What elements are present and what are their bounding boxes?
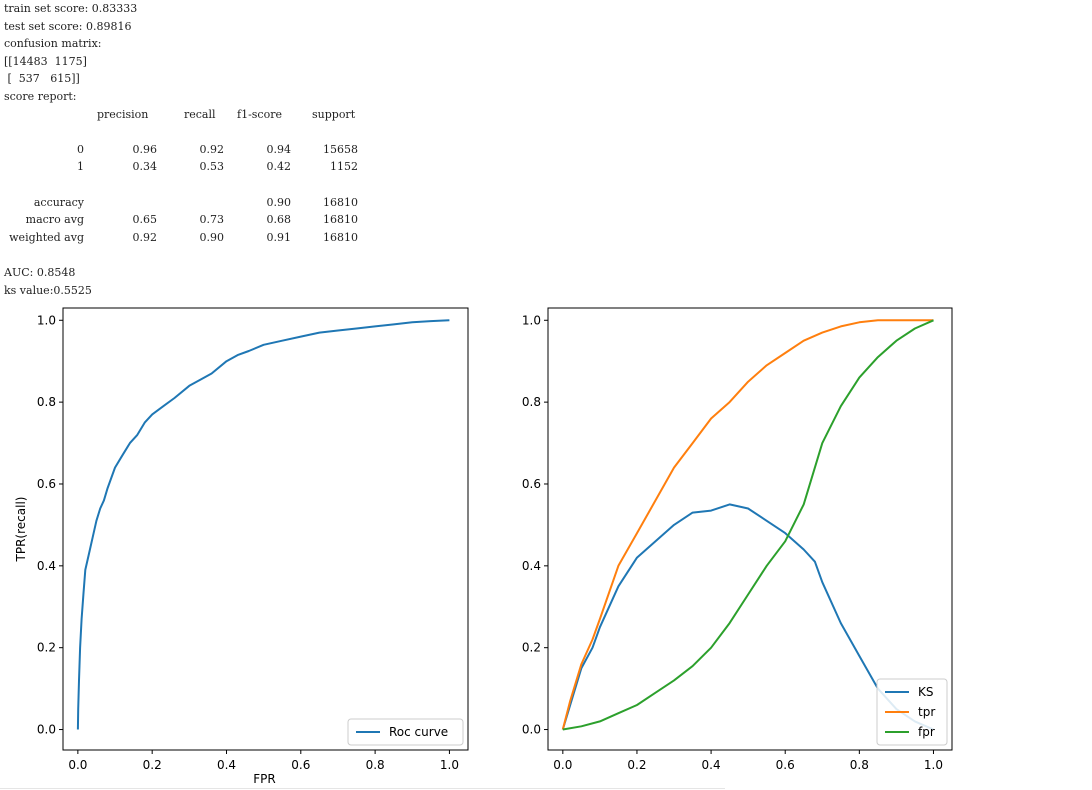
legend-label: Roc curve bbox=[389, 725, 448, 739]
y-tick-label: 0.8 bbox=[37, 395, 56, 409]
report-cell-f1: 0.90 bbox=[266, 195, 292, 209]
report-cell-label: 0 bbox=[77, 142, 84, 156]
report-cell-support: 1152 bbox=[330, 160, 358, 174]
roc-chart: 0.0 0.2 0.4 0.6 0.8 1.0 0.0 0.2 0.4 0.6 0.8 1.0 FPR T… bbox=[14, 307, 469, 786]
x-tick-label: 0.0 bbox=[553, 758, 572, 772]
report-cell-recall: 0.90 bbox=[199, 230, 225, 244]
auc-line: AUC: 0.8548 bbox=[4, 265, 76, 279]
console-output: train set score: 0.83333 test set score:… bbox=[4, 0, 464, 299]
report-cell-support: 15658 bbox=[323, 142, 358, 156]
confusion-matrix-row: [ 537 615]] bbox=[4, 72, 80, 86]
x-axis-label: FPR bbox=[253, 772, 275, 786]
report-cell-label: 1 bbox=[77, 160, 84, 174]
x-tick-label: 0.2 bbox=[627, 758, 646, 772]
ks-chart: 0.0 0.2 0.4 0.6 0.8 1.0 0.0 0.2 0.4 0.6 0.8 1.0 KS tp… bbox=[522, 307, 953, 772]
blank-line bbox=[4, 246, 464, 264]
report-cell-f1: 0.91 bbox=[266, 230, 292, 244]
y-tick-label: 0.4 bbox=[522, 559, 541, 573]
score-report-row: weighted avg 0.92 0.90 0.91 16810 bbox=[4, 229, 464, 247]
legend-box bbox=[347, 718, 464, 746]
report-cell-recall: 0.73 bbox=[199, 213, 225, 227]
score-report-row bbox=[4, 176, 464, 194]
series-line-roc-curve bbox=[76, 319, 450, 730]
x-tick-label: 0.0 bbox=[68, 758, 87, 772]
legend-label: fpr bbox=[918, 725, 935, 739]
report-header-precision: precision bbox=[97, 107, 149, 121]
report-cell-recall: 0.92 bbox=[199, 142, 225, 156]
report-cell-f1: 0.94 bbox=[266, 142, 292, 156]
report-cell-label: accuracy bbox=[33, 195, 84, 209]
legend-label: tpr bbox=[918, 705, 935, 719]
x-tick-label: 0.6 bbox=[291, 758, 310, 772]
confusion-matrix-label: confusion matrix: bbox=[4, 37, 102, 51]
score-report-header-row: precision recall f1-score support bbox=[4, 106, 464, 124]
ks-value-line: ks value:0.5525 bbox=[4, 283, 92, 297]
legend-label: KS bbox=[918, 685, 934, 699]
x-tick-label: 0.8 bbox=[850, 758, 869, 772]
blank-line bbox=[4, 123, 464, 141]
report-cell-support: 16810 bbox=[323, 230, 358, 244]
y-tick-label: 0.0 bbox=[522, 723, 541, 737]
report-cell-f1: 0.42 bbox=[266, 160, 292, 174]
report-cell-support: 16810 bbox=[323, 213, 358, 227]
score-report-row: macro avg 0.65 0.73 0.68 16810 bbox=[4, 211, 464, 229]
score-report-row: 0 0.96 0.92 0.94 15658 bbox=[4, 141, 464, 159]
series-line-ks bbox=[561, 503, 934, 731]
confusion-matrix-row: [[14483 1175] bbox=[4, 54, 87, 68]
y-tick-label: 0.6 bbox=[37, 477, 56, 491]
y-tick-label: 0.2 bbox=[522, 641, 541, 655]
report-cell-f1: 0.68 bbox=[266, 213, 292, 227]
series-line-fpr bbox=[562, 319, 934, 731]
train-score-line: train set score: 0.83333 bbox=[4, 2, 138, 15]
plot-frame bbox=[62, 307, 469, 751]
report-header-f1: f1-score bbox=[237, 107, 282, 121]
x-tick-label: 0.8 bbox=[366, 758, 385, 772]
y-tick-label: 0.4 bbox=[37, 559, 56, 573]
report-header-recall: recall bbox=[184, 107, 216, 121]
report-cell-support: 16810 bbox=[323, 195, 358, 209]
y-tick-label: 0.2 bbox=[37, 641, 56, 655]
x-tick-label: 0.2 bbox=[143, 758, 162, 772]
y-tick-label: 0.6 bbox=[522, 477, 541, 491]
y-axis-label: TPR(recall) bbox=[14, 497, 28, 563]
y-tick-label: 0.0 bbox=[37, 723, 56, 737]
score-report-row: 1 0.34 0.53 0.42 1152 bbox=[4, 158, 464, 176]
report-cell-precision: 0.92 bbox=[132, 230, 158, 244]
score-report-rows: 0 0.96 0.92 0.94 15658 1 0.34 0.53 0.42 1152 accur… bbox=[4, 141, 464, 247]
report-cell-precision: 0.65 bbox=[132, 213, 158, 227]
report-header-support: support bbox=[312, 107, 356, 121]
plot-frame bbox=[547, 307, 953, 751]
report-cell-label: macro avg bbox=[25, 213, 84, 227]
legend-box bbox=[876, 678, 948, 746]
report-cell-recall: 0.53 bbox=[199, 160, 225, 174]
x-tick-label: 0.4 bbox=[702, 758, 721, 772]
report-cell-precision: 0.34 bbox=[132, 160, 158, 174]
test-score-line: test set score: 0.89816 bbox=[4, 19, 132, 33]
y-tick-label: 0.8 bbox=[522, 395, 541, 409]
x-tick-label: 1.0 bbox=[440, 758, 459, 772]
series-line-tpr bbox=[561, 319, 934, 730]
score-report-label: score report: bbox=[4, 89, 77, 103]
x-tick-label: 0.6 bbox=[776, 758, 795, 772]
divider bbox=[0, 788, 725, 789]
score-report-row: accuracy 0.90 16810 bbox=[4, 194, 464, 212]
report-cell-precision: 0.96 bbox=[132, 142, 158, 156]
y-tick-label: 1.0 bbox=[522, 313, 541, 327]
x-tick-label: 0.4 bbox=[217, 758, 236, 772]
y-tick-label: 1.0 bbox=[37, 313, 56, 327]
report-cell-label: weighted avg bbox=[9, 230, 84, 244]
x-tick-label: 1.0 bbox=[924, 758, 943, 772]
